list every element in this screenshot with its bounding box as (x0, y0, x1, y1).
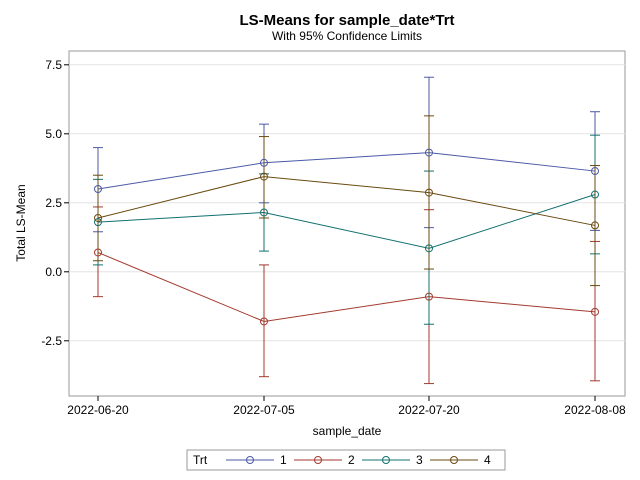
legend-title: Trt (193, 453, 208, 467)
legend-item-label: 1 (280, 453, 287, 467)
data-points (94, 148, 599, 326)
plot-area-frame (68, 50, 626, 397)
x-axis-label: sample_date (313, 424, 382, 438)
legend-item-label: 4 (484, 453, 491, 467)
y-axis-label: Total LS-Mean (14, 184, 28, 261)
series-line-3 (97, 194, 596, 249)
y-tick-label: 7.5 (45, 58, 62, 72)
chart-subtitle: With 95% Confidence Limits (272, 29, 422, 43)
legend-swatch-marker (382, 456, 390, 464)
legend-item-label: 3 (416, 453, 423, 467)
series-line-1 (97, 152, 596, 190)
y-tick-label: 5.0 (45, 127, 62, 141)
y-tick-label: -2.5 (41, 334, 62, 348)
data-point (94, 185, 102, 193)
chart-title: LS-Means for sample_date*Trt (239, 12, 454, 29)
legend-swatch-marker (246, 456, 254, 464)
legend-swatch-marker (450, 456, 458, 464)
data-point (591, 221, 599, 230)
data-point (260, 208, 268, 217)
x-tick-label: 2022-06-20 (67, 403, 129, 417)
legend-item-label: 2 (348, 453, 355, 467)
data-point (425, 188, 433, 197)
y-tick-label: 0.0 (45, 265, 62, 279)
x-tick-label: 2022-08-08 (564, 403, 626, 417)
legend: Trt 1 2 3 4 (186, 449, 506, 471)
data-point (94, 248, 102, 257)
data-point (425, 292, 433, 301)
data-point (94, 218, 102, 227)
data-point (591, 190, 599, 199)
legend-swatch-marker (314, 456, 322, 464)
legend-frame (186, 449, 506, 471)
data-point (591, 307, 599, 316)
series-line-4 (97, 176, 596, 226)
x-tick-label: 2022-07-20 (398, 403, 460, 417)
data-point (260, 158, 268, 167)
grid-lines (69, 64, 625, 342)
data-point (94, 213, 102, 222)
legend-items: 1 2 3 4 (226, 453, 491, 467)
data-point (591, 167, 599, 176)
data-point (425, 244, 433, 253)
data-point (425, 148, 433, 157)
series-line-2 (97, 252, 596, 322)
series-lines (97, 152, 596, 322)
y-axis-ticks: -2.5 0.0 2.5 5.0 7.5 (41, 58, 69, 348)
data-point (260, 317, 268, 326)
x-tick-label: 2022-07-05 (233, 403, 295, 417)
data-point (260, 172, 268, 181)
x-axis-ticks: 2022-06-20 2022-07-05 2022-07-20 2022-08-08 (67, 396, 626, 417)
y-tick-label: 2.5 (45, 196, 62, 210)
